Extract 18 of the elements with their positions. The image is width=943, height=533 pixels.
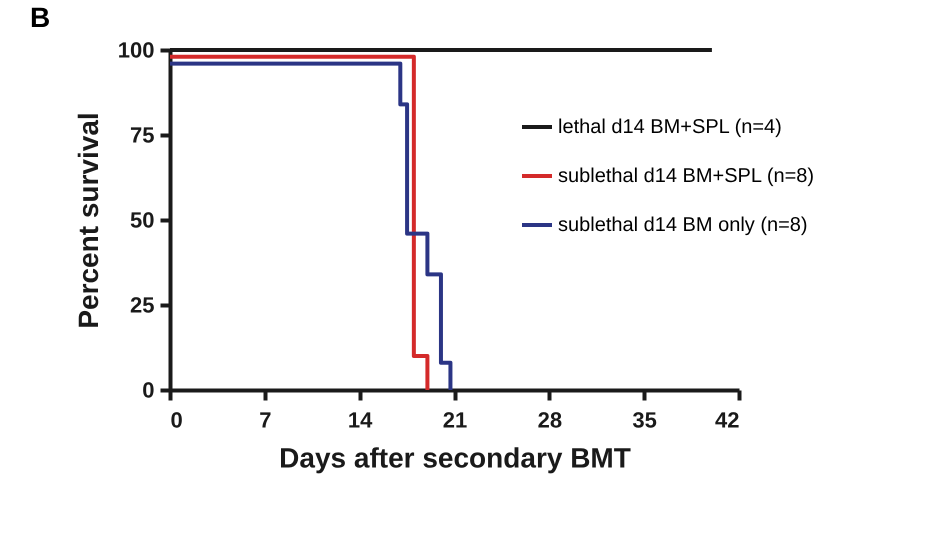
legend-label: lethal d14 BM+SPL (n=4)	[558, 116, 782, 138]
x-tick-label: 28	[538, 408, 562, 432]
x-tick-label: 14	[348, 408, 374, 432]
y-tick-label: 50	[130, 208, 154, 232]
x-tick-label: 42	[715, 408, 740, 432]
x-axis-title: Days after secondary BMT	[279, 442, 631, 474]
x-tick-label: 21	[442, 408, 468, 432]
y-tick-label: 75	[130, 122, 154, 148]
chart-title: B	[30, 2, 50, 33]
x-tick-label: 7	[259, 408, 272, 432]
y-tick-label: 0	[142, 378, 154, 402]
y-tick-label: 100	[118, 38, 154, 62]
y-axis-title: Percent survival	[72, 112, 104, 329]
y-tick-label: 25	[130, 292, 154, 318]
x-tick-label: 35	[632, 408, 657, 432]
x-tick-label: 0	[170, 408, 183, 432]
legend-label: sublethal d14 BM only (n=8)	[558, 214, 808, 236]
legend-label: sublethal d14 BM+SPL (n=8)	[558, 165, 814, 187]
